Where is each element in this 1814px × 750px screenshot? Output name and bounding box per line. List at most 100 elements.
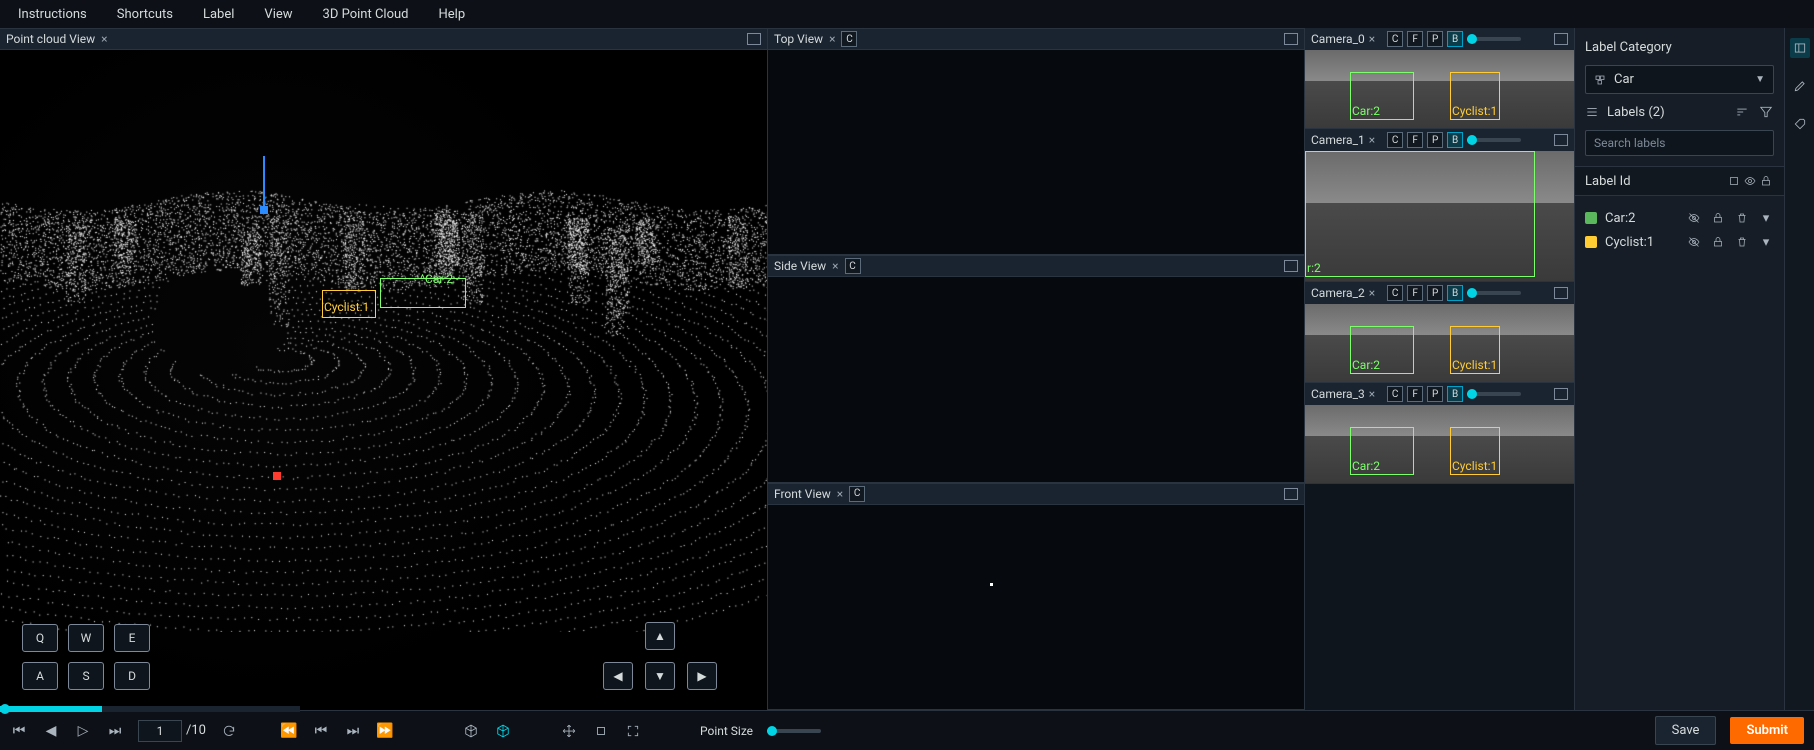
cam-mode-c[interactable]: C (1387, 285, 1403, 301)
eye-off-icon[interactable] (1686, 210, 1702, 226)
cam-mode-p[interactable]: P (1427, 285, 1443, 301)
step-back-fast-icon[interactable]: ⏪ (280, 722, 298, 740)
front-view-viewport[interactable] (768, 505, 1304, 709)
cube-fill-icon[interactable] (494, 722, 512, 740)
label-row[interactable]: Cyclist:1▾ (1585, 230, 1774, 254)
frame-first-icon[interactable]: ⏮ (10, 722, 28, 740)
label-row[interactable]: Car:2▾ (1585, 206, 1774, 230)
side-view-viewport[interactable] (768, 277, 1304, 481)
save-button[interactable]: Save (1655, 716, 1717, 745)
lock-icon[interactable] (1710, 234, 1726, 250)
move-icon[interactable] (560, 722, 578, 740)
arrow-left-button[interactable]: ◀ (603, 662, 633, 690)
key-hint-q[interactable]: Q (22, 624, 58, 652)
close-icon[interactable]: × (101, 32, 107, 46)
key-hint-w[interactable]: W (68, 624, 104, 652)
cube-outline-icon[interactable] (462, 722, 480, 740)
menu-label[interactable]: Label (189, 3, 248, 26)
cam-mode-p[interactable]: P (1427, 31, 1443, 47)
close-icon[interactable]: × (1369, 32, 1375, 46)
key-hint-s[interactable]: S (68, 662, 104, 690)
eye-off-icon[interactable] (1686, 234, 1702, 250)
close-icon[interactable]: × (832, 259, 838, 273)
maximize-icon[interactable] (1554, 287, 1568, 299)
frame-play-icon[interactable]: ▷ (74, 722, 92, 740)
cam-mode-p[interactable]: P (1427, 132, 1443, 148)
key-hint-e[interactable]: E (114, 624, 150, 652)
key-hint-a[interactable]: A (22, 662, 58, 690)
frame-number-input[interactable] (138, 720, 182, 742)
camera-viewport-1[interactable]: r:2 (1305, 151, 1574, 281)
cam-mode-b[interactable]: B (1447, 285, 1463, 301)
frame-timeline[interactable] (0, 706, 300, 712)
cam-mode-b[interactable]: B (1447, 386, 1463, 402)
step-back-icon[interactable]: ⏮ (312, 722, 330, 740)
filter-icon[interactable] (1758, 104, 1774, 120)
close-icon[interactable]: × (1369, 286, 1375, 300)
refresh-icon[interactable] (220, 722, 238, 740)
menu-3d-point-cloud[interactable]: 3D Point Cloud (309, 3, 423, 26)
key-hint-d[interactable]: D (114, 662, 150, 690)
cam-mode-f[interactable]: F (1407, 386, 1423, 402)
arrow-up-button[interactable]: ▲ (645, 622, 675, 650)
cam-toggle-c[interactable]: C (845, 258, 861, 274)
maximize-icon[interactable] (1554, 134, 1568, 146)
rail-panel-icon[interactable] (1790, 38, 1810, 58)
camera-brightness-slider[interactable] (1467, 37, 1521, 41)
camera-brightness-slider[interactable] (1467, 291, 1521, 295)
rail-edit-icon[interactable] (1790, 76, 1810, 96)
camera-brightness-slider[interactable] (1467, 138, 1521, 142)
cam-toggle-c[interactable]: C (849, 486, 865, 502)
cam-toggle-c[interactable]: C (841, 31, 857, 47)
close-icon[interactable]: × (1369, 387, 1375, 401)
arrow-right-button[interactable]: ▶ (687, 662, 717, 690)
top-view-viewport[interactable] (768, 50, 1304, 254)
close-icon[interactable]: × (829, 32, 835, 46)
trash-icon[interactable] (1734, 210, 1750, 226)
cam-mode-c[interactable]: C (1387, 132, 1403, 148)
maximize-icon[interactable] (1554, 33, 1568, 45)
trash-icon[interactable] (1734, 234, 1750, 250)
search-labels-input[interactable]: Search labels (1585, 130, 1774, 156)
maximize-icon[interactable] (747, 33, 761, 45)
lock-icon[interactable] (1758, 173, 1774, 189)
cam-mode-f[interactable]: F (1407, 31, 1423, 47)
maximize-icon[interactable] (1284, 33, 1298, 45)
camera-viewport-0[interactable]: Car:2Cyclist:1 (1305, 50, 1574, 128)
close-icon[interactable]: × (837, 487, 843, 501)
menu-instructions[interactable]: Instructions (4, 3, 101, 26)
cam-mode-b[interactable]: B (1447, 31, 1463, 47)
cam-mode-f[interactable]: F (1407, 285, 1423, 301)
fullscreen-icon[interactable] (624, 722, 642, 740)
maximize-icon[interactable] (1284, 488, 1298, 500)
crop-icon[interactable] (592, 722, 610, 740)
box-icon[interactable] (1726, 173, 1742, 189)
cam-mode-c[interactable]: C (1387, 386, 1403, 402)
cam-mode-p[interactable]: P (1427, 386, 1443, 402)
camera-viewport-3[interactable]: Car:2Cyclist:1 (1305, 405, 1574, 483)
arrow-down-button[interactable]: ▼ (645, 662, 675, 690)
menu-help[interactable]: Help (424, 3, 479, 26)
point-size-slider[interactable] (767, 729, 821, 733)
sort-icon[interactable] (1734, 104, 1750, 120)
frame-last-icon[interactable]: ⏭ (106, 722, 124, 740)
camera-brightness-slider[interactable] (1467, 392, 1521, 396)
point-cloud-viewport[interactable]: ^Car:2 Cyclist:1 QWEASD ▲ ◀ ▼ ▶ (0, 50, 767, 710)
cam-mode-c[interactable]: C (1387, 31, 1403, 47)
close-icon[interactable]: × (1369, 133, 1375, 147)
menu-shortcuts[interactable]: Shortcuts (103, 3, 187, 26)
maximize-icon[interactable] (1554, 388, 1568, 400)
step-fwd-fast-icon[interactable]: ⏩ (376, 722, 394, 740)
chevron-down-icon[interactable]: ▾ (1758, 234, 1774, 250)
menu-view[interactable]: View (250, 3, 306, 26)
lock-icon[interactable] (1710, 210, 1726, 226)
rail-tag-icon[interactable] (1790, 114, 1810, 134)
chevron-down-icon[interactable]: ▾ (1758, 210, 1774, 226)
frame-prev-icon[interactable]: ◀ (42, 722, 60, 740)
cam-mode-f[interactable]: F (1407, 132, 1423, 148)
maximize-icon[interactable] (1284, 260, 1298, 272)
cam-mode-b[interactable]: B (1447, 132, 1463, 148)
label-category-select[interactable]: Car ▼ (1585, 65, 1774, 94)
step-fwd-icon[interactable]: ⏭ (344, 722, 362, 740)
camera-viewport-2[interactable]: Car:2Cyclist:1 (1305, 304, 1574, 382)
